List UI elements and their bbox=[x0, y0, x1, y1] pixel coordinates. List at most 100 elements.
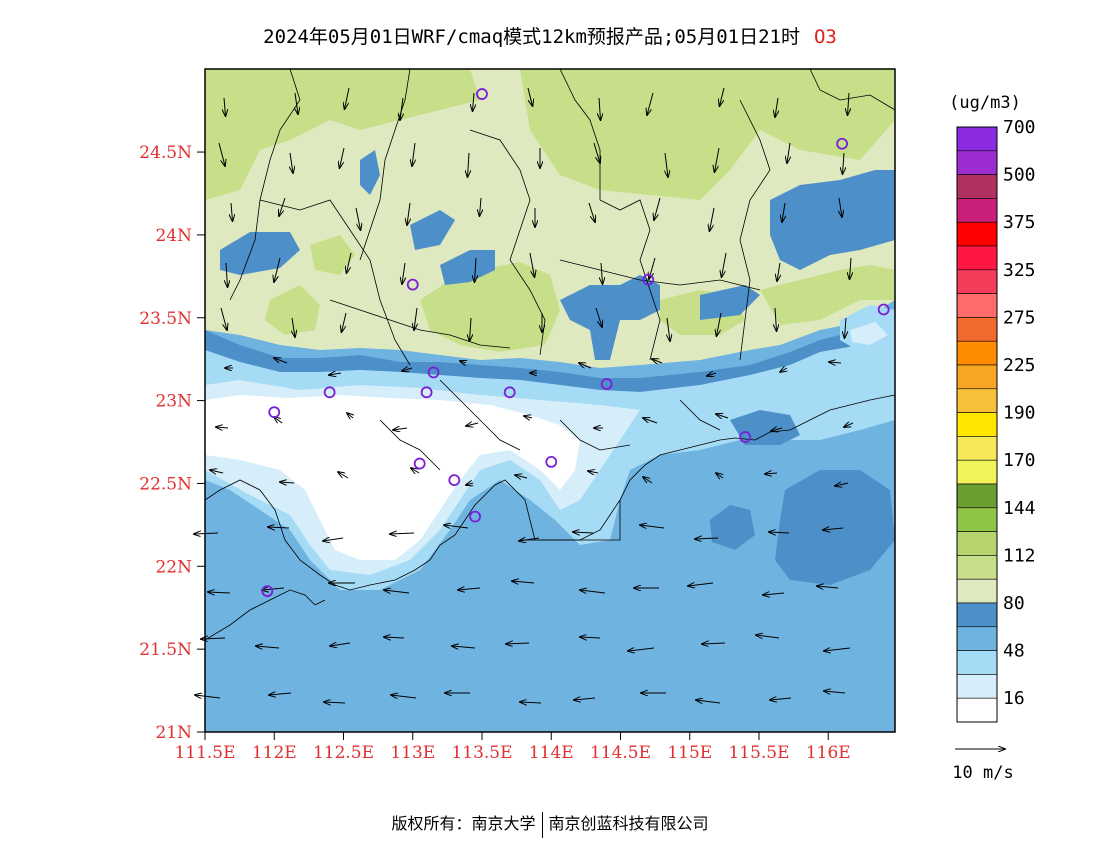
legend-swatch bbox=[956, 126, 998, 152]
wind-arrow bbox=[412, 142, 415, 166]
wind-arrow bbox=[194, 533, 219, 534]
station-markers bbox=[261, 88, 890, 598]
wind-arrow bbox=[756, 635, 780, 638]
wind-arrow bbox=[466, 423, 479, 426]
wind-arrow bbox=[393, 428, 408, 430]
legend-swatch bbox=[956, 150, 998, 175]
lon-tick-label: 112.5E bbox=[313, 743, 374, 763]
wind-arrow bbox=[470, 317, 472, 341]
longitude-axis: 111.5E 112E 112.5E 113E 113.5E 114E 114.5E 115E… bbox=[174, 732, 851, 763]
legend-swatch bbox=[956, 459, 998, 485]
footer-right: 南京创蓝科技有限公司 bbox=[548, 814, 709, 833]
wind-arrow bbox=[593, 142, 600, 163]
wind-arrow bbox=[695, 538, 719, 539]
wind-arrow bbox=[580, 590, 606, 593]
station-marker bbox=[448, 474, 461, 487]
wind-arrow bbox=[224, 97, 226, 116]
wind-arrow bbox=[647, 92, 654, 115]
wind-arrow bbox=[717, 312, 722, 336]
wind-arrow bbox=[665, 152, 668, 177]
wind-arrow bbox=[218, 142, 225, 166]
lon-tick-label: 113.5E bbox=[451, 743, 512, 763]
wind-arrow bbox=[824, 691, 846, 693]
wind-arrow bbox=[512, 581, 535, 583]
wind-arrow bbox=[599, 97, 601, 120]
wind-arrow bbox=[573, 532, 594, 533]
lat-tick-label: 21.5N bbox=[139, 640, 192, 660]
wind-arrow bbox=[414, 307, 417, 330]
legend-swatch bbox=[956, 269, 998, 294]
lon-tick-label: 112E bbox=[252, 743, 297, 763]
wind-arrow bbox=[506, 643, 530, 644]
station-marker bbox=[406, 278, 419, 291]
wind-arrow bbox=[845, 317, 847, 338]
wind-arrow bbox=[588, 202, 595, 222]
species-label: O3 bbox=[813, 26, 837, 48]
concentration-field bbox=[205, 69, 895, 732]
wind-arrow bbox=[444, 525, 469, 528]
wind-arrow bbox=[201, 638, 226, 639]
wind-arrow bbox=[384, 590, 410, 593]
wind-arrow bbox=[345, 87, 350, 109]
wind-arrow bbox=[769, 532, 790, 533]
legend-label: 225 bbox=[1003, 355, 1036, 376]
legend-swatch bbox=[956, 555, 998, 580]
wind-arrow bbox=[722, 252, 727, 277]
wind-arrow bbox=[274, 417, 283, 423]
title-text: 2024年05月01日WRF/cmaq模式12km预报产品;05月01日21时 bbox=[263, 26, 800, 48]
lon-tick-label: 114E bbox=[529, 743, 574, 763]
legend-swatch bbox=[956, 436, 998, 461]
wind-arrow bbox=[574, 698, 596, 700]
wind-arrow bbox=[823, 528, 844, 530]
station-marker bbox=[836, 137, 848, 150]
legend-unit: (ug/m3) bbox=[949, 93, 1021, 113]
legend-label: 80 bbox=[1003, 593, 1025, 614]
wind-arrow bbox=[640, 525, 665, 528]
wind-arrow bbox=[279, 197, 286, 216]
wind-arrow bbox=[688, 583, 714, 586]
lat-tick-label: 23N bbox=[155, 392, 192, 412]
wind-arrow bbox=[817, 586, 839, 588]
wind-arrow bbox=[274, 257, 281, 282]
lat-tick-label: 24N bbox=[155, 226, 192, 246]
wind-arrow bbox=[579, 363, 592, 369]
latitude-axis: 24.5N 24N 23.5N 23N 22.5N 22N 21.5N 21N bbox=[139, 143, 205, 743]
station-marker bbox=[413, 457, 426, 470]
legend-swatch bbox=[956, 650, 998, 675]
legend-swatch bbox=[956, 412, 998, 437]
wind-arrow bbox=[667, 317, 670, 341]
wind-arrow bbox=[323, 538, 344, 541]
wind-arrow bbox=[515, 475, 528, 478]
wind-arrow bbox=[342, 312, 347, 332]
wind-arrow bbox=[848, 92, 850, 115]
lat-tick-label: 21N bbox=[155, 723, 192, 743]
station-marker bbox=[545, 456, 558, 468]
wind-arrow bbox=[473, 92, 475, 111]
legend-label: 170 bbox=[1003, 450, 1036, 471]
wind-arrow bbox=[269, 693, 292, 695]
wind-arrow bbox=[777, 262, 780, 281]
wind-arrow bbox=[295, 92, 298, 114]
legend-swatch bbox=[956, 198, 998, 223]
wind-arrow bbox=[274, 358, 288, 364]
wind-arrow bbox=[402, 262, 405, 284]
wind-arrow bbox=[782, 202, 785, 222]
wind-arrow bbox=[775, 307, 777, 331]
station-marker bbox=[739, 431, 752, 443]
wind-vectors bbox=[194, 87, 854, 703]
legend-swatch bbox=[956, 340, 998, 366]
wind-arrow bbox=[400, 97, 403, 120]
wind-arrow bbox=[330, 643, 351, 646]
lon-tick-label: 115E bbox=[667, 743, 712, 763]
legend-swatch bbox=[956, 293, 998, 318]
wind-arrow bbox=[460, 361, 466, 363]
legend-swatch bbox=[956, 174, 998, 199]
wind-arrow bbox=[652, 359, 663, 363]
lat-tick-label: 24.5N bbox=[139, 143, 192, 163]
wind-arrow bbox=[466, 483, 473, 485]
legend-frame bbox=[956, 126, 998, 723]
wind-arrow bbox=[844, 423, 854, 427]
wind-arrow bbox=[231, 202, 233, 221]
wind-arrow bbox=[355, 207, 361, 230]
